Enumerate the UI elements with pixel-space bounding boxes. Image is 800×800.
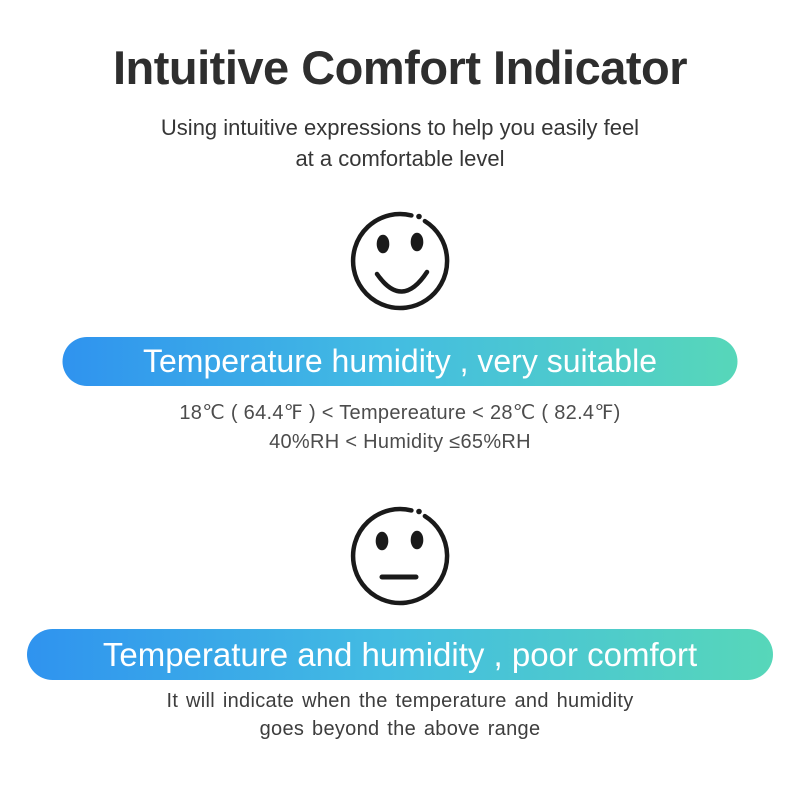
page-title: Intuitive Comfort Indicator	[113, 41, 688, 94]
subtitle-line-1: Using intuitive expressions to help you …	[160, 115, 640, 140]
subtitle-line-2: at a comfortable level	[295, 146, 505, 171]
page-subtitle: Using intuitive expressions to help you …	[0, 112, 800, 174]
note-line-2: goes beyond the above range	[259, 718, 541, 740]
happy-face-icon	[345, 206, 455, 316]
discomfort-banner-label: Temperature and humidity , poor comfort	[102, 635, 698, 673]
temperature-range-line: 18℃ ( 64.4℉ ) < Tempereature < 28℃ ( 82.…	[179, 402, 621, 424]
note-line-1: It will indicate when the temperature an…	[166, 690, 634, 712]
comfort-banner: Temperature humidity , very suitable	[62, 337, 738, 386]
neutral-face-icon	[345, 501, 455, 611]
comfort-banner-label: Temperature humidity , very suitable	[143, 343, 657, 379]
discomfort-note-text: It will indicate when the temperature an…	[0, 687, 800, 743]
discomfort-banner: Temperature and humidity , poor comfort	[27, 629, 773, 680]
comfort-range-text: 18℃ ( 64.4℉ ) < Tempereature < 28℃ ( 82.…	[0, 399, 800, 457]
humidity-range-line: 40%RH < Humidity ≤65%RH	[269, 431, 531, 453]
